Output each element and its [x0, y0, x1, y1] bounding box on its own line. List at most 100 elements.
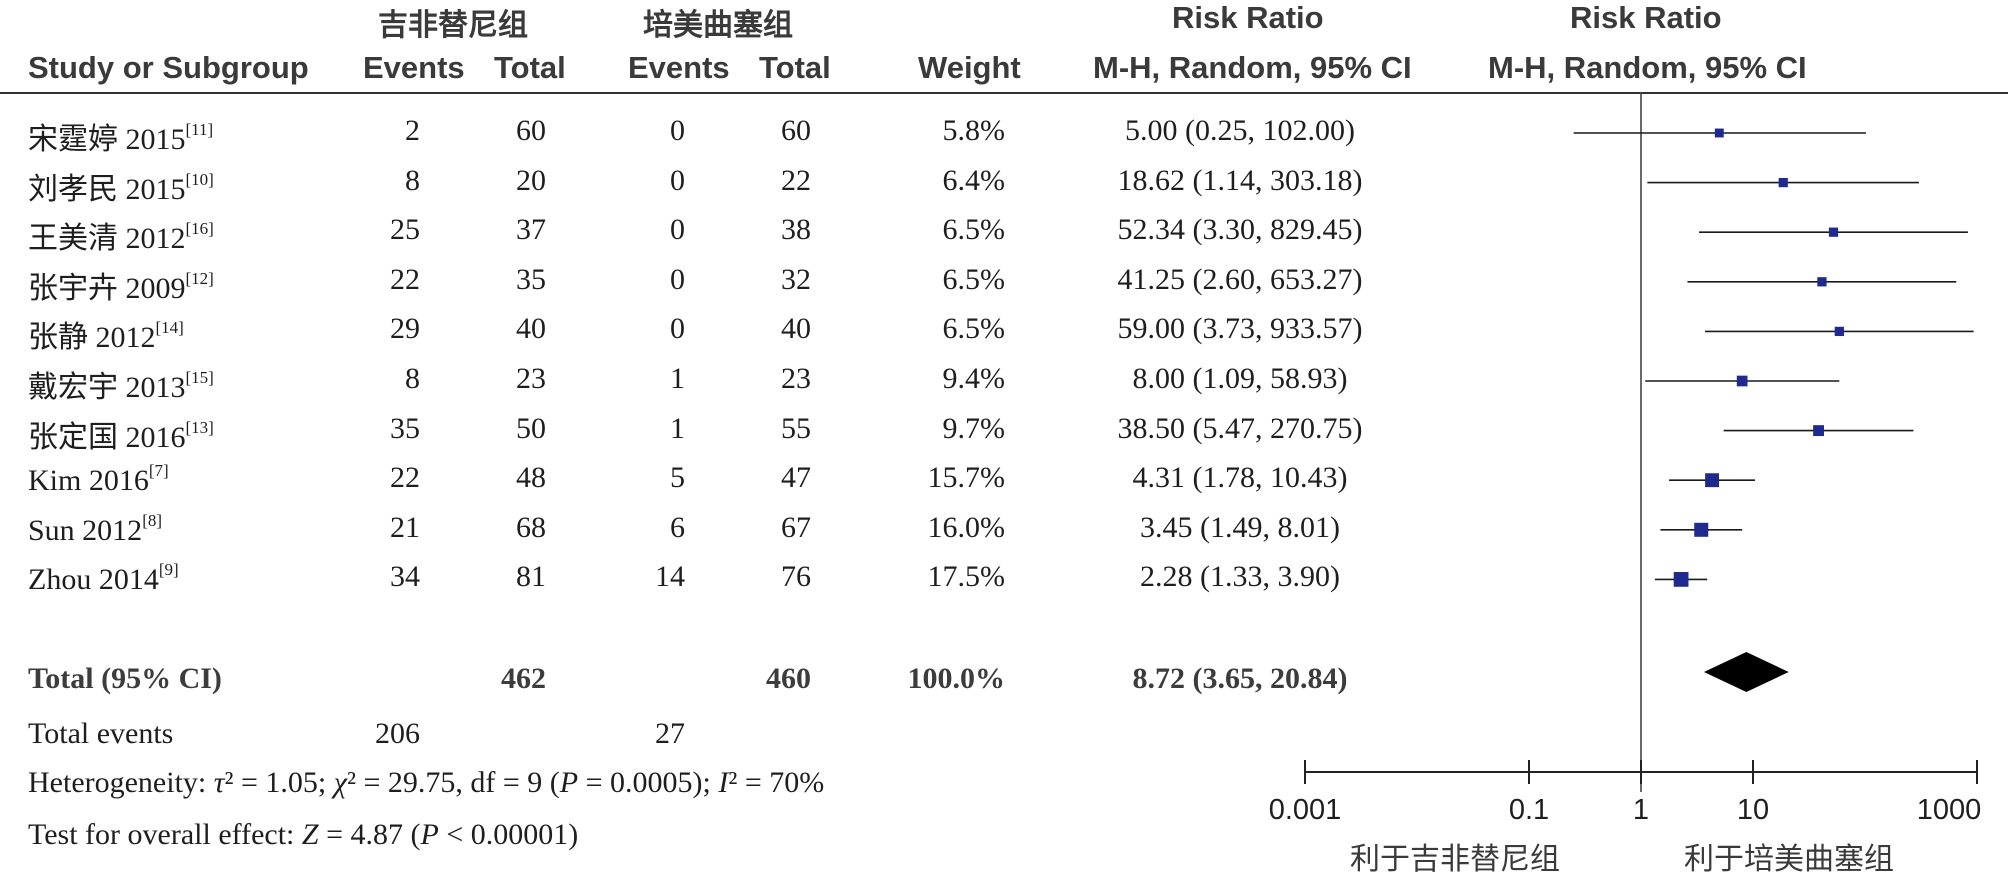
study-ci: 8.00 (1.09, 58.93): [1132, 362, 1348, 395]
study-events2: 0: [670, 213, 685, 246]
study-name: Zhou 2014[9]: [28, 560, 179, 597]
study-events2: 1: [670, 362, 685, 395]
total2-header: Total: [759, 50, 831, 85]
study-events1: 8: [405, 164, 420, 197]
study-name: 王美清 2012[16]: [28, 213, 214, 257]
study-name-text: 刘孝民 2015: [28, 173, 186, 206]
study-ci: 59.00 (3.73, 933.57): [1117, 312, 1363, 345]
total-t1: 462: [501, 662, 546, 695]
study-events1: 34: [390, 560, 420, 593]
x-tick-label: 0.001: [1268, 794, 1342, 826]
study-reference: [13]: [185, 418, 214, 437]
study-name: 刘孝民 2015[10]: [28, 164, 214, 208]
study-ci: 3.45 (1.49, 8.01): [1140, 511, 1340, 544]
header-rule: [0, 92, 2008, 94]
study-total2: 76: [781, 560, 811, 593]
study-reference: [11]: [185, 120, 214, 139]
study-total2: 47: [781, 461, 811, 494]
study-events2: 5: [670, 461, 685, 494]
study-events1: 22: [390, 263, 420, 296]
study-events2: 0: [670, 114, 685, 147]
study-reference: [8]: [142, 511, 163, 530]
study-events2: 14: [655, 560, 685, 593]
study-events1: 2: [405, 114, 420, 147]
study-weight: 9.7%: [942, 412, 1006, 445]
x-tick-label: 0.1: [1508, 794, 1550, 826]
study-name-text: 王美清 2012: [28, 222, 186, 255]
x-tick-label: 10: [1736, 794, 1770, 826]
study-weight: 6.5%: [942, 213, 1006, 246]
point-estimate-square: [1834, 326, 1844, 337]
study-weight: 6.5%: [942, 312, 1006, 345]
total-events-e2: 27: [655, 717, 685, 750]
study-weight: 6.5%: [942, 263, 1006, 296]
study-total2: 38: [781, 213, 811, 246]
point-estimate-square: [1673, 572, 1689, 587]
study-events1: 21: [390, 511, 420, 544]
x-tick-label: 1: [1632, 794, 1650, 826]
study-name-text: 宋霆婷 2015: [28, 123, 186, 156]
group2-header: 培美曲塞组: [643, 8, 793, 43]
overall-effect-text: Test for overall effect: Z = 4.87 (P < 0…: [28, 818, 579, 851]
study-name-text: Kim 2016: [28, 464, 149, 497]
total1-header: Total: [494, 50, 566, 85]
study-ci: 5.00 (0.25, 102.00): [1125, 114, 1355, 147]
group1-header: 吉非替尼组: [378, 8, 528, 43]
study-events1: 8: [405, 362, 420, 395]
study-reference: [10]: [185, 170, 214, 189]
study-reference: [7]: [148, 461, 169, 480]
study-reference: [14]: [155, 318, 184, 337]
study-ci: 38.50 (5.47, 270.75): [1117, 412, 1363, 445]
total-ci: 8.72 (3.65, 20.84): [1132, 662, 1348, 695]
study-events1: 22: [390, 461, 420, 494]
study-weight: 16.0%: [927, 511, 1006, 544]
study-reference: [12]: [185, 269, 214, 288]
point-estimate-square: [1778, 178, 1788, 188]
study-events2: 1: [670, 412, 685, 445]
study-ci: 41.25 (2.60, 653.27): [1117, 263, 1363, 296]
point-estimate-square: [1694, 522, 1709, 537]
study-total1: 35: [516, 263, 546, 296]
total-events-label: Total events: [28, 717, 174, 750]
study-name: Sun 2012[8]: [28, 511, 162, 548]
rr-title-table: Risk Ratio: [1172, 0, 1324, 35]
heterogeneity-text: Heterogeneity: τ² = 1.05; χ² = 29.75, df…: [28, 766, 825, 799]
study-name-text: 戴宏宇 2013: [28, 371, 186, 404]
study-weight: 9.4%: [942, 362, 1006, 395]
study-total1: 23: [516, 362, 546, 395]
pooled-diamond: [1703, 652, 1789, 692]
study-ci: 4.31 (1.78, 10.43): [1132, 461, 1348, 494]
point-estimate-square: [1714, 128, 1724, 138]
study-total2: 23: [781, 362, 811, 395]
study-total1: 48: [516, 461, 546, 494]
study-weight: 17.5%: [927, 560, 1006, 593]
favors-left-label: 利于吉非替尼组: [1350, 842, 1560, 877]
point-estimate-square: [1817, 277, 1827, 287]
study-events2: 0: [670, 164, 685, 197]
study-total2: 40: [781, 312, 811, 345]
method-header: M-H, Random, 95% CI: [1093, 50, 1412, 85]
study-name-text: 张宇卉 2009: [28, 272, 186, 305]
study-total1: 60: [516, 114, 546, 147]
study-events2: 0: [670, 312, 685, 345]
study-events2: 0: [670, 263, 685, 296]
point-estimate-square: [1736, 375, 1748, 387]
study-col-header: Study or Subgroup: [28, 50, 309, 85]
study-ci: 52.34 (3.30, 829.45): [1117, 213, 1363, 246]
study-name-text: Sun 2012: [28, 514, 143, 547]
total-t2: 460: [766, 662, 811, 695]
rr-title-plot: Risk Ratio: [1570, 0, 1722, 35]
study-name-text: Zhou 2014: [28, 563, 159, 596]
study-total1: 68: [516, 511, 546, 544]
study-total1: 37: [516, 213, 546, 246]
total-events-e1: 206: [375, 717, 420, 750]
study-reference: [9]: [158, 560, 179, 579]
study-events1: 25: [390, 213, 420, 246]
study-total2: 60: [781, 114, 811, 147]
study-reference: [16]: [185, 219, 214, 238]
study-name: 张定国 2016[13]: [28, 412, 214, 456]
study-total2: 67: [781, 511, 811, 544]
events1-header: Events: [363, 50, 465, 85]
study-name: Kim 2016[7]: [28, 461, 169, 498]
point-estimate-square: [1828, 227, 1839, 237]
